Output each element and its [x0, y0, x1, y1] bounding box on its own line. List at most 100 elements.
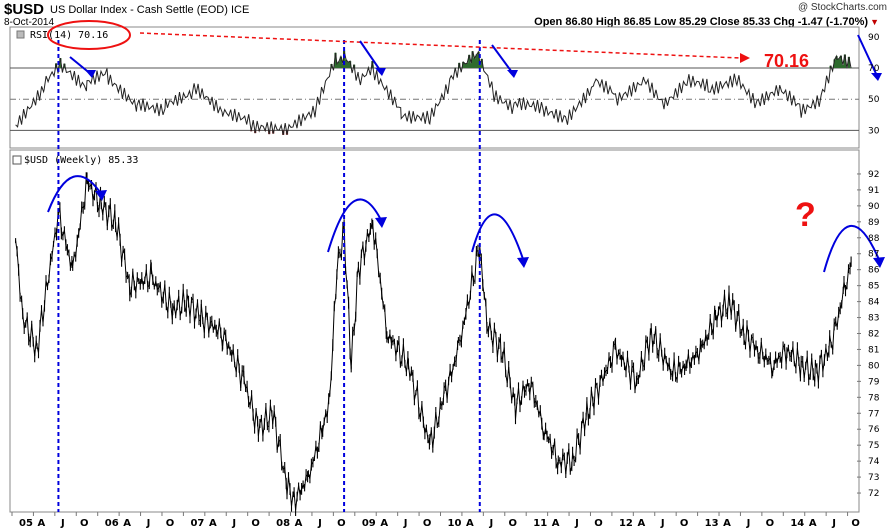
price-arc-arrowhead — [375, 217, 387, 228]
price-ytick-label: 85 — [868, 282, 879, 292]
xtick-label: 05 — [19, 518, 33, 529]
xtick-label: 09 — [362, 518, 376, 529]
rsi-ytick-label: 90 — [868, 33, 880, 43]
price-ytick-label: 72 — [868, 489, 879, 499]
xtick-label: O — [166, 518, 175, 529]
xtick-label: J — [231, 518, 236, 529]
price-arc-arrowhead — [873, 257, 885, 268]
rsi-legend-swatch — [16, 30, 25, 39]
price-series-label: $USD (Weekly) 85.33 — [24, 155, 138, 166]
rsi-series-label: RSI(14) 70.16 — [30, 30, 108, 41]
price-series-line — [15, 175, 852, 511]
xtick-label: J — [403, 518, 408, 529]
xtick-label: O — [337, 518, 346, 529]
price-ytick-label: 87 — [868, 250, 879, 260]
stockcharts-watermark: @ StockCharts.com — [797, 2, 887, 13]
xtick-label: A — [809, 518, 817, 529]
xtick-label: J — [317, 518, 322, 529]
xtick-label: J — [60, 518, 65, 529]
price-ytick-label: 74 — [868, 457, 880, 467]
rsi-series-line — [15, 50, 852, 136]
rsi-down-arrow — [359, 40, 383, 74]
xtick-label: O — [80, 518, 89, 529]
price-arc-arrow — [327, 198, 383, 253]
price-ytick-label: 76 — [868, 425, 880, 435]
down-triangle-icon: ▼ — [870, 17, 879, 27]
price-ytick-label: 82 — [868, 330, 879, 340]
price-ytick-label: 78 — [868, 393, 880, 403]
close-value: 85.33 — [742, 16, 771, 28]
xtick-label: A — [295, 518, 303, 529]
xtick-label: J — [488, 518, 493, 529]
ohlc-readout: Open 86.80 High 86.85 Low 85.29 Close 85… — [534, 16, 879, 28]
xtick-label: O — [423, 518, 432, 529]
low-value: 85.29 — [679, 16, 707, 28]
price-ytick-label: 89 — [868, 218, 880, 228]
price-arc-arrowhead — [517, 257, 529, 268]
rsi-ytick-label: 50 — [868, 95, 880, 105]
rsi-down-arrow — [857, 34, 879, 79]
rsi-ytick-label: 30 — [868, 126, 880, 136]
price-ytick-label: 84 — [868, 298, 880, 308]
xtick-label: 10 — [448, 518, 462, 529]
price-bars — [15, 172, 852, 516]
price-legend-swatch — [12, 155, 22, 165]
price-ytick-label: 83 — [868, 314, 879, 324]
price-ytick-label: 77 — [868, 409, 879, 419]
xtick-label: A — [552, 518, 560, 529]
question-mark-annotation: ? — [795, 196, 816, 234]
chg-value: -1.47 (-1.70%) — [797, 16, 869, 28]
xtick-label: J — [574, 518, 579, 529]
rsi-value-circle — [47, 20, 131, 50]
price-ytick-label: 79 — [868, 377, 880, 387]
xtick-label: J — [146, 518, 151, 529]
xtick-label: 14 — [790, 518, 804, 529]
price-ytick-label: 92 — [868, 170, 879, 180]
chart-date: 8-Oct-2014 — [4, 17, 55, 28]
price-ytick-label: 91 — [868, 186, 879, 196]
xtick-label: O — [680, 518, 689, 529]
symbol-title: $USD — [4, 1, 45, 18]
xtick-label: J — [746, 518, 751, 529]
price-ytick-label: 90 — [868, 202, 880, 212]
axis-layer: 90 70 50 30 RSI(14) 70.16 92 91 90 89 88 87 86 85 84 8… — [11, 30, 880, 529]
xtick-label: O — [766, 518, 775, 529]
rsi-value-callout: 70.16 — [764, 51, 809, 71]
price-ytick-label: 75 — [868, 441, 879, 451]
xtick-label: A — [209, 518, 217, 529]
xtick-label: 08 — [276, 518, 290, 529]
rsi-down-arrowhead — [507, 70, 518, 78]
price-ytick-label: 88 — [868, 234, 880, 244]
open-value: 86.80 — [565, 16, 593, 28]
rsi-down-arrowhead — [375, 68, 386, 76]
xtick-label: A — [637, 518, 645, 529]
xtick-label: 12 — [619, 518, 633, 529]
rsi-down-arrowhead — [85, 70, 96, 78]
xtick-label: 06 — [105, 518, 119, 529]
close-label: Close — [709, 16, 740, 28]
xtick-label: A — [723, 518, 731, 529]
xtick-label: 11 — [533, 518, 547, 529]
rsi-overbought-fill — [55, 50, 853, 68]
high-value: 86.85 — [623, 16, 651, 28]
xtick-label: 13 — [705, 518, 719, 529]
instrument-title: US Dollar Index - Cash Settle (EOD) ICE — [50, 4, 250, 16]
high-label: High — [595, 16, 621, 28]
xtick-label: A — [466, 518, 474, 529]
xtick-label: A — [380, 518, 388, 529]
xtick-label: J — [660, 518, 665, 529]
xtick-label: 07 — [190, 518, 204, 529]
price-ytick-label: 80 — [868, 361, 880, 371]
price-arc-arrow — [471, 213, 525, 263]
xtick-label: O — [509, 518, 518, 529]
low-label: Low — [654, 16, 677, 28]
price-panel — [9, 149, 860, 513]
rsi-panel-frame — [9, 26, 860, 149]
rsi-trendline-arrowhead — [740, 53, 750, 63]
rsi-panel — [9, 26, 860, 149]
rsi-down-arrowhead — [871, 73, 882, 81]
xtick-label: J — [831, 518, 836, 529]
price-layer — [15, 172, 852, 516]
rsi-ytick-label: 70 — [868, 64, 880, 74]
